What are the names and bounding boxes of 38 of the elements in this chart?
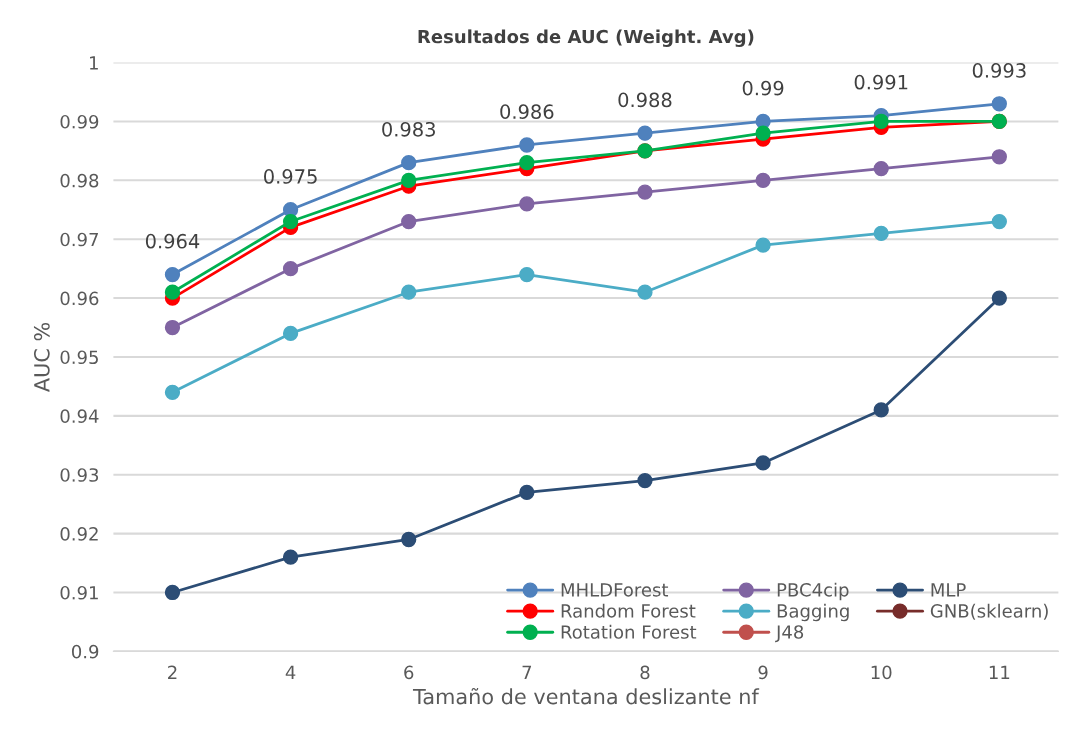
y-tick-label: 0.95 bbox=[60, 350, 98, 365]
data-label: 0.988 bbox=[618, 92, 672, 108]
data-label: 0.975 bbox=[264, 169, 317, 184]
y-tick-label: 0.99 bbox=[60, 114, 99, 129]
chart-title: Resultados de AUC (Weight. Avg) bbox=[418, 29, 754, 48]
y-tick-label: 0.96 bbox=[60, 291, 99, 306]
x-tick-label: 4 bbox=[285, 665, 296, 679]
legend-label: MLP bbox=[931, 583, 966, 597]
y-tick-label: 0.92 bbox=[60, 527, 98, 541]
x-axis-title: Tamaño de ventana deslizante nf bbox=[412, 687, 760, 705]
y-tick-label: 0.97 bbox=[60, 232, 98, 247]
y-tick-label: 0.98 bbox=[60, 173, 99, 188]
x-tick-label: 7 bbox=[522, 665, 532, 679]
legend-label: Bagging bbox=[777, 603, 849, 622]
data-label: 0.991 bbox=[854, 74, 908, 90]
x-tick-label: 6 bbox=[404, 665, 414, 680]
y-tick-label: 0.91 bbox=[60, 585, 98, 600]
data-label: 0.986 bbox=[500, 104, 554, 119]
x-tick-label: 10 bbox=[871, 665, 892, 680]
legend-label: MHLDForest bbox=[561, 583, 669, 597]
legend-label: Random Forest bbox=[561, 603, 696, 618]
y-tick-label: 0.9 bbox=[71, 644, 99, 659]
data-label: 0.993 bbox=[972, 63, 1026, 78]
legend-label: Rotation Forest bbox=[561, 624, 697, 639]
x-tick-label: 8 bbox=[640, 665, 650, 680]
data-label: 0.964 bbox=[145, 233, 200, 249]
y-tick-label: 1 bbox=[90, 56, 98, 70]
data-label: 0.99 bbox=[742, 80, 784, 96]
x-tick-label: 2 bbox=[168, 665, 177, 679]
x-tick-label: 11 bbox=[989, 665, 1010, 679]
legend-label: J48 bbox=[775, 625, 804, 643]
y-tick-label: 0.94 bbox=[60, 409, 99, 423]
x-tick-label: 9 bbox=[758, 665, 768, 680]
legend-label: PBC4cip bbox=[777, 582, 849, 601]
legend-label: GNB(sklearn) bbox=[930, 603, 1048, 620]
y-tick-label: 0.93 bbox=[60, 468, 99, 482]
data-label: 0.983 bbox=[382, 121, 435, 137]
y-axis-title: AUC % bbox=[33, 322, 50, 393]
